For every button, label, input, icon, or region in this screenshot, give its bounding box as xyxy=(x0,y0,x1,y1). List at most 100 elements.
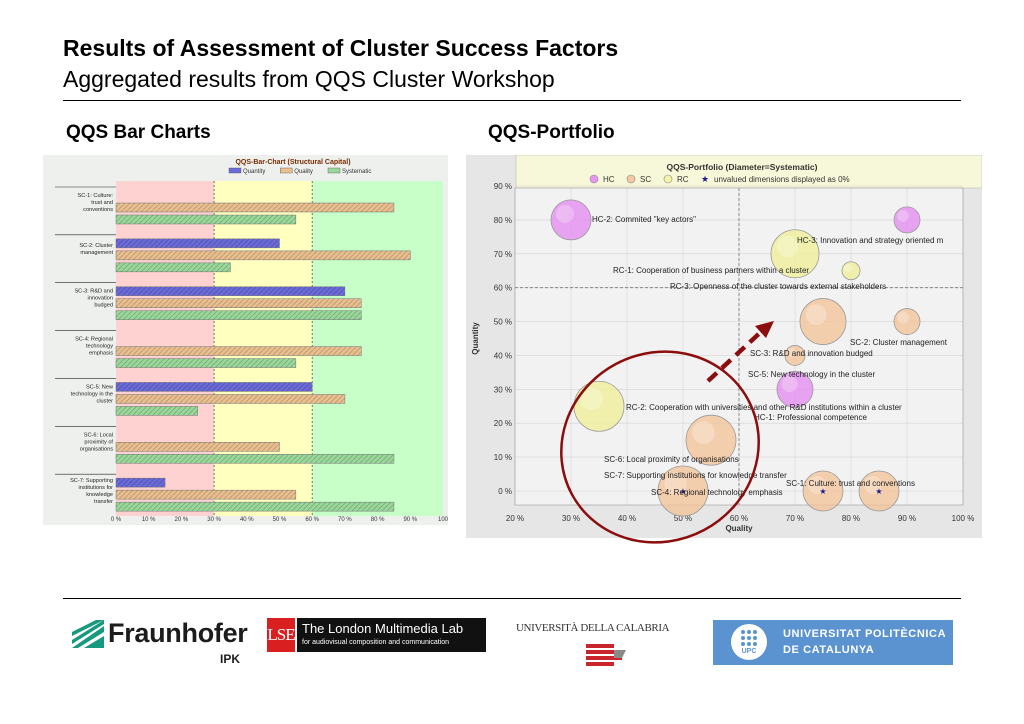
legend-label: RC xyxy=(677,175,689,184)
bar-category-label: SC-6: Local xyxy=(84,432,113,438)
bar-category-label: institutions for xyxy=(78,485,113,491)
bubble-sc xyxy=(802,470,844,512)
upc-line1: UNIVERSITAT POLITÈCNICA xyxy=(783,628,947,640)
portfolio-panel: QQS-Portfolio (Diameter=Systematic) HC SC R… xyxy=(466,155,982,538)
legend-star-icon: ★ xyxy=(701,174,709,184)
bubble-label: SC-3: R&D and innovation budged xyxy=(750,349,873,358)
bar-hatch xyxy=(116,454,394,464)
legend-swatch-rc xyxy=(663,174,673,184)
bubble-highlight xyxy=(805,304,827,326)
bubble-label: RC-1: Cooperation of business partners w… xyxy=(613,266,809,275)
bar-xtick-label: 100 xyxy=(438,517,448,523)
bubble-highlight xyxy=(844,263,853,273)
fraunhofer-logo: Fraunhofer IPK xyxy=(70,618,250,666)
fraunhofer-mark-icon xyxy=(72,620,104,648)
bar-category-label: organisations xyxy=(80,446,113,452)
bubble-label: SC-1: Culture: trust and conventions xyxy=(786,479,915,488)
upc-line2: DE CATALUNYA xyxy=(783,644,875,656)
bar-hatch xyxy=(116,238,280,248)
x-tick-label: 70 % xyxy=(786,514,804,523)
footer-divider xyxy=(63,598,961,599)
lse-mark: LSE xyxy=(267,618,296,652)
bubble-highlight xyxy=(777,235,799,258)
lse-subtitle: for audiovisual composition and communic… xyxy=(302,639,450,646)
bar-xtick-label: 90 % xyxy=(403,517,417,523)
bar-category-label: knowledge xyxy=(86,492,113,498)
bar-chart-panel: QQS-Bar-Chart (Structural Capital) Quanti… xyxy=(43,155,448,525)
trend-arrow xyxy=(706,328,765,383)
y-tick-label: 80 % xyxy=(494,216,512,225)
calabria-mark-icon xyxy=(586,644,626,666)
bar-hatch xyxy=(116,215,296,224)
bar-hatch xyxy=(116,490,296,500)
bar-hatch xyxy=(116,478,166,488)
bar-hatch xyxy=(116,394,345,404)
y-tick-label: 40 % xyxy=(494,351,512,360)
bubble-highlight xyxy=(781,375,798,393)
bar-category-label: SC-4: Regional xyxy=(75,337,113,343)
bar-xtick-label: 50 % xyxy=(273,517,287,523)
bar-chart-section-title: QQS Bar Charts xyxy=(66,122,211,143)
bar-category-label: technology in the xyxy=(71,391,113,397)
bar-legend-label-2: Systematic xyxy=(342,169,371,175)
bar-legend-label-1: Quality xyxy=(294,169,313,175)
highlight-ellipse xyxy=(560,350,760,544)
bubble-label: HC-1: Professional competence xyxy=(754,413,867,422)
bubble-highlight xyxy=(897,311,909,324)
bar-xtick-label: 70 % xyxy=(338,517,352,523)
y-tick-label: 10 % xyxy=(494,453,512,462)
bar-legend-label-0: Quantity xyxy=(243,169,265,175)
page-title: Results of Assessment of Cluster Success… xyxy=(63,35,619,61)
bar-hatch xyxy=(116,442,280,452)
bubble-rc xyxy=(841,261,861,281)
bar-hatch xyxy=(116,346,362,356)
portfolio-chart: QQS-Portfolio (Diameter=Systematic) HC SC R… xyxy=(471,155,982,533)
upc-mark-text: UPC xyxy=(741,648,757,655)
unvalued-star-icon: ★ xyxy=(819,487,826,496)
bubble-sc xyxy=(784,345,806,366)
bar-xtick-label: 10 % xyxy=(142,517,156,523)
bar-category-label: SC-1: Culture: xyxy=(78,193,114,199)
bubble-highlight xyxy=(808,476,826,494)
bubble-highlight xyxy=(664,472,687,495)
bar-xtick-label: 0 % xyxy=(111,517,122,523)
y-tick-label: 90 % xyxy=(494,182,512,191)
x-axis-title: Quality xyxy=(725,524,753,533)
bar-category-label: technology xyxy=(86,344,113,350)
legend-label: SC xyxy=(640,175,651,184)
bar-hatch xyxy=(116,298,362,308)
bar-xtick-label: 40 % xyxy=(240,517,254,523)
bubble-label: HC-2: Commited "key actors" xyxy=(592,215,696,224)
bar-legend-swatch-1 xyxy=(279,167,293,174)
bubble-sc xyxy=(858,470,900,512)
bar-hatch xyxy=(116,502,394,512)
bubble-sc xyxy=(893,308,921,335)
bar-hatch xyxy=(116,382,313,392)
legend-label: unvalued dimensions displayed as 0% xyxy=(714,175,850,184)
portfolio-title: QQS-Portfolio (Diameter=Systematic) xyxy=(667,162,818,172)
bar-hatch xyxy=(116,262,231,272)
fraunhofer-wordmark: Fraunhofer xyxy=(108,618,248,648)
lse-title: The London Multimedia Lab xyxy=(302,621,464,636)
bubble-highlight xyxy=(692,421,715,444)
bar-xtick-label: 80 % xyxy=(371,517,385,523)
x-tick-label: 60 % xyxy=(730,514,748,523)
bar-category-label: management xyxy=(80,250,113,256)
bar-hatch xyxy=(116,203,394,212)
bar-category-label: transfer xyxy=(94,499,113,505)
bar-category-label: SC-7: Supporting xyxy=(70,478,113,484)
bar-category-label: proximity of xyxy=(84,439,113,445)
bubble-highlight xyxy=(580,387,603,411)
x-tick-label: 80 % xyxy=(842,514,860,523)
bubble-highlight xyxy=(787,347,797,357)
bar-legend-swatch-0 xyxy=(228,167,242,174)
legend-swatch-hc xyxy=(589,174,599,184)
y-tick-label: 70 % xyxy=(494,250,512,259)
bar-legend-swatch-2 xyxy=(327,167,341,174)
bubble-label: RC-2: Cooperation with universities and … xyxy=(626,403,902,412)
portfolio-plot-frame xyxy=(514,187,964,506)
bubble-highlight xyxy=(556,204,574,223)
y-tick-label: 30 % xyxy=(494,385,512,394)
bar-category-label: conventions xyxy=(83,207,113,213)
